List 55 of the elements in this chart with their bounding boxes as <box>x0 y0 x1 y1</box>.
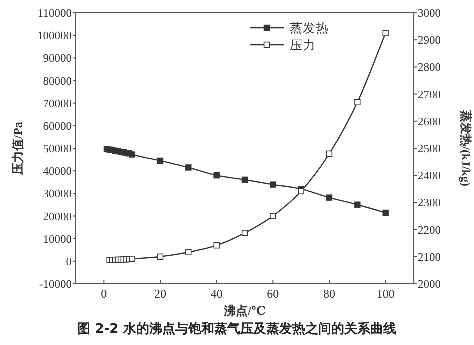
point <box>157 158 164 164</box>
y-axis-title: 压力值/Pa <box>11 122 25 176</box>
point <box>354 202 361 208</box>
point <box>214 172 220 179</box>
point <box>242 230 248 236</box>
legend-label: 压力 <box>290 38 316 52</box>
point <box>382 210 389 216</box>
y2-tick-label: 2000 <box>418 279 442 291</box>
y2-tick-label: 2100 <box>418 252 442 264</box>
y-tick-label: 30000 <box>43 188 72 201</box>
point <box>214 242 220 249</box>
y2-tick-label: 2300 <box>418 198 442 210</box>
point <box>382 30 389 36</box>
y-tick-label: 100000 <box>38 30 72 43</box>
x-tick-label: 60 <box>267 287 280 301</box>
y-tick-label: 110000 <box>38 8 72 20</box>
x-tick-label: 80 <box>324 287 336 301</box>
text: 图 2-2 水的沸点与饱和蒸气压及蒸发热之间的关系曲线 <box>78 321 396 337</box>
x-tick-label: 100 <box>376 287 395 301</box>
y-tick-label: 50000 <box>43 144 72 156</box>
point <box>129 152 136 158</box>
point <box>242 176 248 184</box>
y2-tick-label: 2600 <box>418 116 442 128</box>
x-axis-title: 沸点/℃ <box>223 304 266 318</box>
point <box>298 188 304 195</box>
x-tick-label: 20 <box>154 287 166 301</box>
point <box>354 99 361 106</box>
x-tick-label: 40 <box>210 287 223 301</box>
y-tick-label: 20000 <box>43 211 72 224</box>
y-tick-label: 10000 <box>43 234 72 246</box>
y-tick-label: 0 <box>66 256 72 268</box>
point <box>270 182 276 188</box>
x-tick-label: 0 <box>101 287 108 301</box>
y2-tick-label: 3000 <box>418 8 442 20</box>
y-tick-label: 40000 <box>43 166 72 178</box>
y2-tick-label: 2200 <box>418 224 442 237</box>
y-tick-label: 70000 <box>43 98 72 110</box>
point <box>186 164 192 171</box>
point <box>270 213 276 220</box>
y-tick-label: -10000 <box>39 279 72 291</box>
y2-tick-label: 2800 <box>418 62 442 74</box>
y-tick-label: 90000 <box>43 53 72 66</box>
y2-tick-label: 2900 <box>418 35 442 48</box>
point <box>129 256 136 262</box>
y2-axis-title: 蒸发热/(kJ/kg) <box>459 109 473 187</box>
point <box>186 249 192 256</box>
legend-label: 蒸发热 <box>290 22 329 36</box>
point <box>326 150 333 158</box>
point <box>326 194 333 201</box>
y2-tick-label: 2500 <box>418 144 442 156</box>
point <box>157 254 164 260</box>
y-tick-label: 60000 <box>43 120 72 133</box>
y2-tick-label: 2700 <box>418 89 442 102</box>
y2-tick-label: 2400 <box>418 170 442 183</box>
y-tick-label: 80000 <box>43 76 72 88</box>
